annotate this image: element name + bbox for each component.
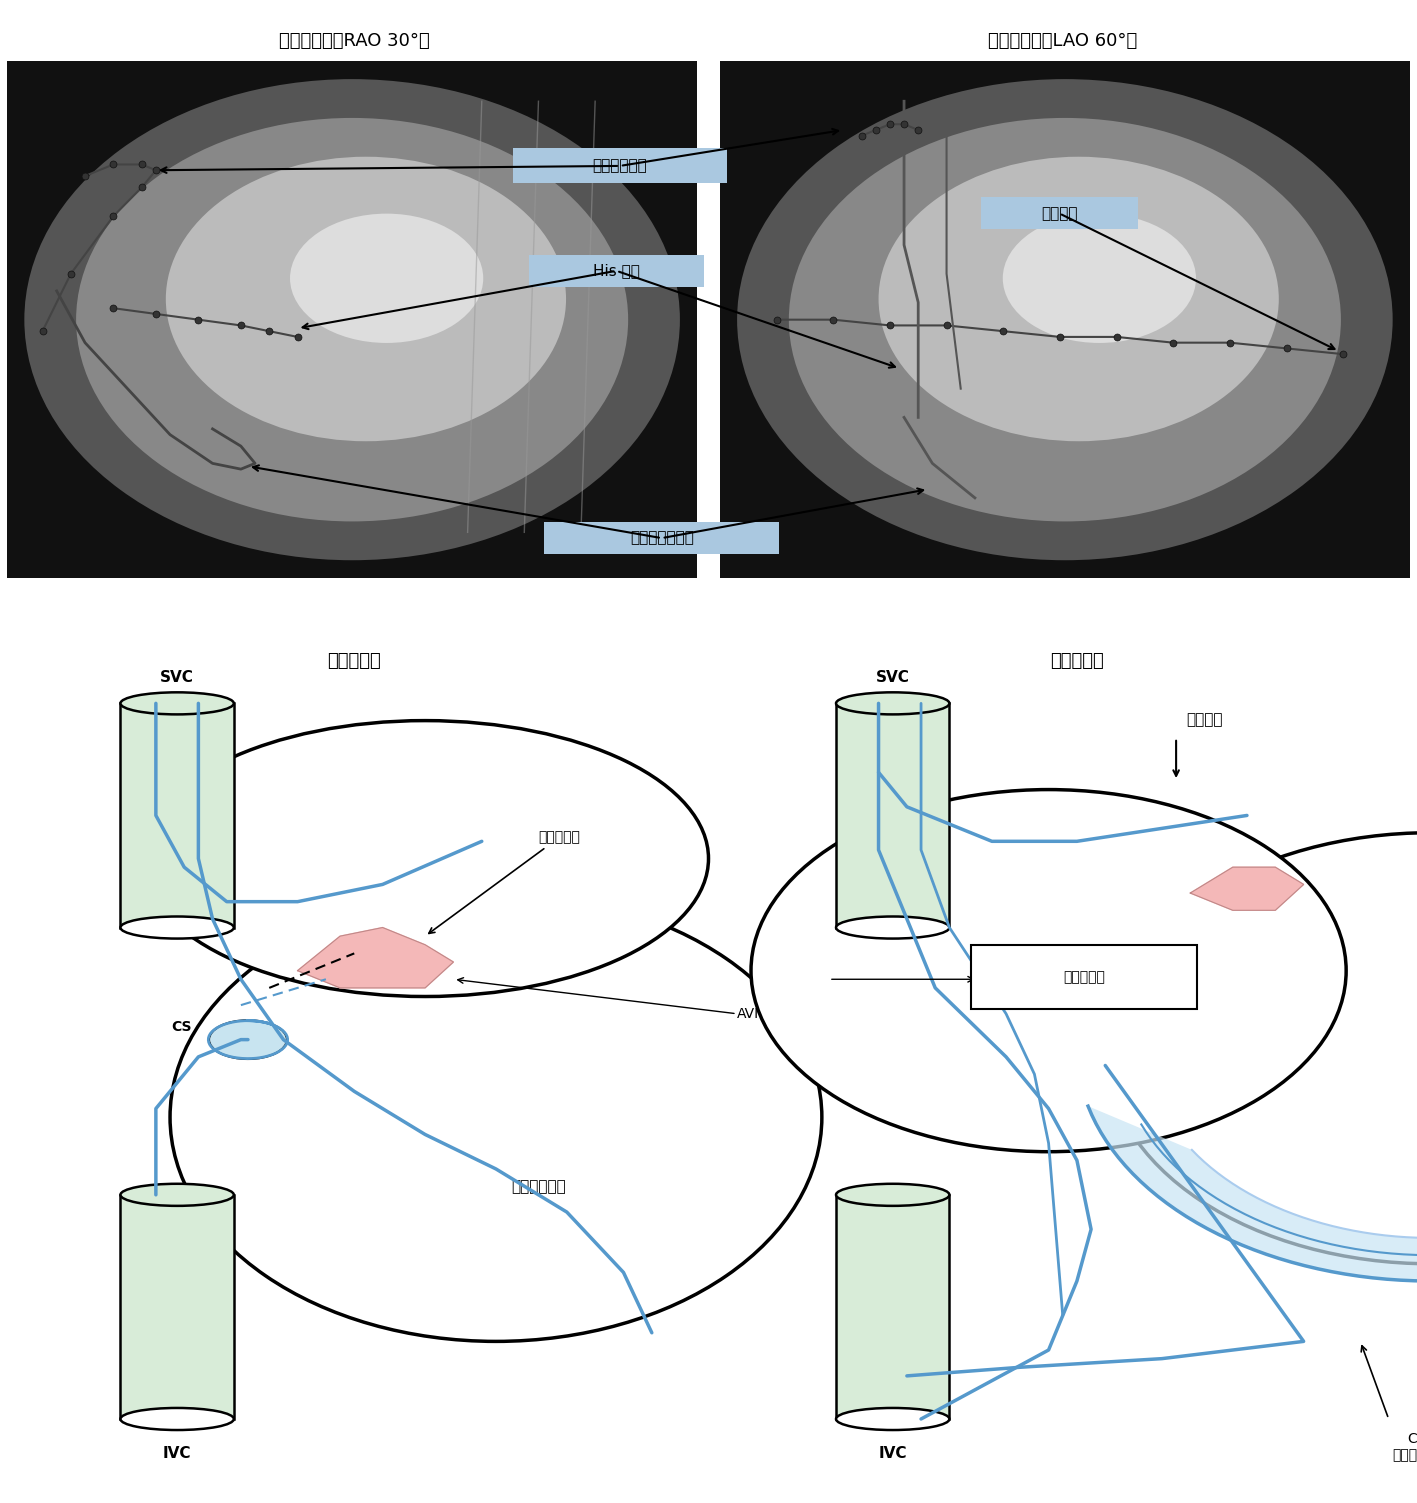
Text: 右室（左室）: 右室（左室） [512,1178,565,1193]
Polygon shape [298,927,453,987]
FancyBboxPatch shape [981,197,1138,230]
Text: AVN: AVN [794,972,822,986]
Text: 房室線維輪: 房室線維輪 [429,830,581,933]
Text: CS
（冠静脈洞）: CS （冠静脈洞） [1391,1432,1417,1462]
Text: AVN: AVN [737,1007,765,1021]
FancyBboxPatch shape [529,254,704,287]
Polygon shape [1190,867,1304,911]
Text: SVC: SVC [876,670,910,685]
Bar [836,703,949,927]
Text: 右房（高位）: 右房（高位） [592,158,648,173]
Ellipse shape [120,1408,234,1429]
Ellipse shape [836,917,949,938]
Ellipse shape [166,156,565,442]
Ellipse shape [1003,213,1196,343]
Ellipse shape [120,917,234,938]
FancyBboxPatch shape [513,149,727,183]
Text: 左前斜位図: 左前斜位図 [1050,652,1104,670]
Text: His 束部: His 束部 [592,263,640,278]
Text: 三尖弁輪部: 三尖弁輪部 [1063,969,1105,984]
Ellipse shape [24,80,680,561]
Text: 右室（心尖部）: 右室（心尖部） [629,531,694,546]
Ellipse shape [836,693,949,714]
Ellipse shape [170,893,822,1341]
Bar [720,62,1410,579]
Ellipse shape [77,117,628,522]
Ellipse shape [879,156,1278,442]
Ellipse shape [836,1408,949,1429]
FancyBboxPatch shape [544,522,779,555]
Ellipse shape [751,789,1346,1151]
Text: 心房中隔: 心房中隔 [1186,712,1223,727]
Bar [120,703,234,927]
Ellipse shape [737,80,1393,561]
Text: 右前斜位図: 右前斜位図 [327,652,381,670]
Ellipse shape [290,213,483,343]
Text: IVC: IVC [163,1446,191,1461]
Text: 右房（左房）: 右房（左房） [370,816,424,831]
Ellipse shape [789,117,1340,522]
Ellipse shape [210,1021,286,1060]
Bar [836,1195,949,1419]
Ellipse shape [1105,833,1417,1264]
Bar [120,1195,234,1419]
Text: IVC: IVC [879,1446,907,1461]
Bar [7,62,697,579]
Text: 右前斜位像（RAO 30°）: 右前斜位像（RAO 30°） [279,32,429,50]
Polygon shape [1088,990,1417,1281]
FancyBboxPatch shape [971,945,1197,1010]
Text: SVC: SVC [160,670,194,685]
Ellipse shape [120,693,234,714]
Ellipse shape [836,1184,949,1205]
Text: 左前斜位像（LAO 60°）: 左前斜位像（LAO 60°） [988,32,1138,50]
Text: 冠静脈洞: 冠静脈洞 [1041,206,1077,221]
Ellipse shape [142,720,709,996]
Ellipse shape [120,1184,234,1205]
Text: CS: CS [171,1019,191,1034]
